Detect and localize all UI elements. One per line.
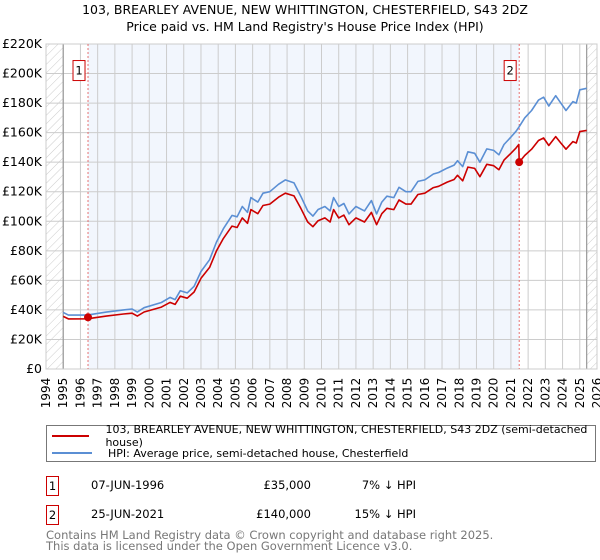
x-tick-label: 2001 — [160, 378, 174, 409]
x-tick-label: 2015 — [401, 378, 415, 409]
property-series-line — [62, 129, 587, 320]
sale-point — [515, 158, 524, 167]
y-tick-label: £180K — [2, 95, 43, 110]
transaction-number: 2 — [46, 505, 59, 525]
sale-label-box — [503, 60, 517, 82]
y-tick-label: £40K — [10, 302, 43, 317]
legend-item-hpi: HPI: Average price, semi-detached house,… — [47, 445, 408, 461]
x-tick-label: 2013 — [366, 378, 380, 409]
sale-label: 1 — [75, 64, 82, 78]
transaction-row-2: 2 25-JUN-2021 £140,000 15% ↓ HPI — [46, 505, 446, 525]
y-tick-label: £120K — [2, 184, 43, 199]
transaction-price: £35,000 — [263, 478, 311, 492]
sale-point — [84, 313, 93, 322]
x-tick-label: 2021 — [504, 378, 518, 409]
y-tick-label: £220K — [2, 36, 43, 51]
hatched-region-after-data — [586, 44, 597, 369]
transaction-date: 25-JUN-2021 — [91, 507, 165, 521]
x-tick-label: 2006 — [246, 378, 260, 409]
x-tick-label: 2018 — [452, 378, 466, 409]
x-tick-label: 2022 — [521, 378, 535, 409]
transaction-hpi-diff: 15% ↓ HPI — [354, 507, 416, 521]
x-tick-label: 2019 — [469, 378, 483, 409]
x-tick-label: 2004 — [211, 378, 225, 409]
y-tick-label: £20K — [10, 331, 43, 346]
y-tick-label: £60K — [10, 272, 43, 287]
transaction-price: £140,000 — [256, 507, 311, 521]
x-tick-label: 2008 — [280, 378, 294, 409]
x-tick-label: 1999 — [125, 378, 139, 409]
transaction-hpi-diff: 7% ↓ HPI — [361, 478, 416, 492]
x-tick-label: 2011 — [332, 378, 346, 409]
y-tick-label: £100K — [2, 213, 43, 228]
x-tick-label: 2024 — [556, 378, 570, 409]
chart-title: 103, BREARLEY AVENUE, NEW WHITTINGTON, C… — [82, 2, 528, 17]
sale-label-box — [72, 60, 86, 82]
x-tick-label: 1997 — [91, 378, 105, 409]
legend: 103, BREARLEY AVENUE, NEW WHITTINGTON, C… — [46, 423, 596, 462]
x-tick-label: 2005 — [228, 378, 242, 409]
x-tick-label: 2003 — [194, 378, 208, 409]
footer-licence: This data is licensed under the Open Gov… — [46, 539, 413, 553]
hatched-region-before-data — [46, 44, 64, 369]
x-tick-label: 2014 — [383, 378, 397, 409]
y-tick-label: £140K — [2, 154, 43, 169]
x-tick-label: 2017 — [435, 378, 449, 409]
x-tick-label: 1998 — [108, 378, 122, 409]
x-tick-label: 1995 — [56, 378, 70, 409]
plot-border — [45, 43, 598, 370]
y-tick-label: £160K — [2, 125, 43, 140]
x-tick-label: 2025 — [573, 378, 587, 409]
x-tick-label: 2020 — [487, 378, 501, 409]
hpi-series-line — [62, 87, 587, 316]
x-tick-label: 2016 — [418, 378, 432, 409]
legend-item-property: 103, BREARLEY AVENUE, NEW WHITTINGTON, C… — [47, 423, 595, 449]
legend-swatch-property — [52, 435, 90, 437]
y-tick-label: £0 — [26, 361, 42, 376]
x-tick-label: 2002 — [177, 378, 191, 409]
x-tick-label: 2010 — [315, 378, 329, 409]
footer-copyright: Contains HM Land Registry data © Crown c… — [46, 528, 494, 542]
y-tick-label: £200K — [2, 66, 43, 81]
sale-label: 2 — [507, 64, 514, 78]
x-tick-label: 2009 — [297, 378, 311, 409]
legend-label-property: 103, BREARLEY AVENUE, NEW WHITTINGTON, C… — [105, 423, 588, 449]
x-tick-label: 1994 — [39, 378, 53, 409]
x-tick-label: 2012 — [349, 378, 363, 409]
y-tick-label: £80K — [10, 243, 43, 258]
x-tick-label: 1996 — [73, 378, 87, 409]
x-tick-label: 2007 — [263, 378, 277, 409]
chart-subtitle: Price paid vs. HM Land Registry's House … — [126, 19, 484, 34]
transaction-date: 07-JUN-1996 — [91, 478, 165, 492]
x-tick-label: 2000 — [142, 378, 156, 409]
legend-label-hpi: HPI: Average price, semi-detached house,… — [108, 446, 409, 460]
transaction-row-1: 1 07-JUN-1996 £35,000 7% ↓ HPI — [46, 476, 446, 496]
legend-swatch-hpi — [52, 452, 92, 454]
transaction-number: 1 — [46, 476, 59, 496]
x-tick-label: 2023 — [538, 378, 552, 409]
ownership-shade — [88, 44, 520, 369]
chart-svg: 1994 1995 1996 1997 1998 1999 2000 2001 2002 2003… — [2, 36, 600, 409]
x-tick-label: 2026 — [590, 378, 600, 409]
